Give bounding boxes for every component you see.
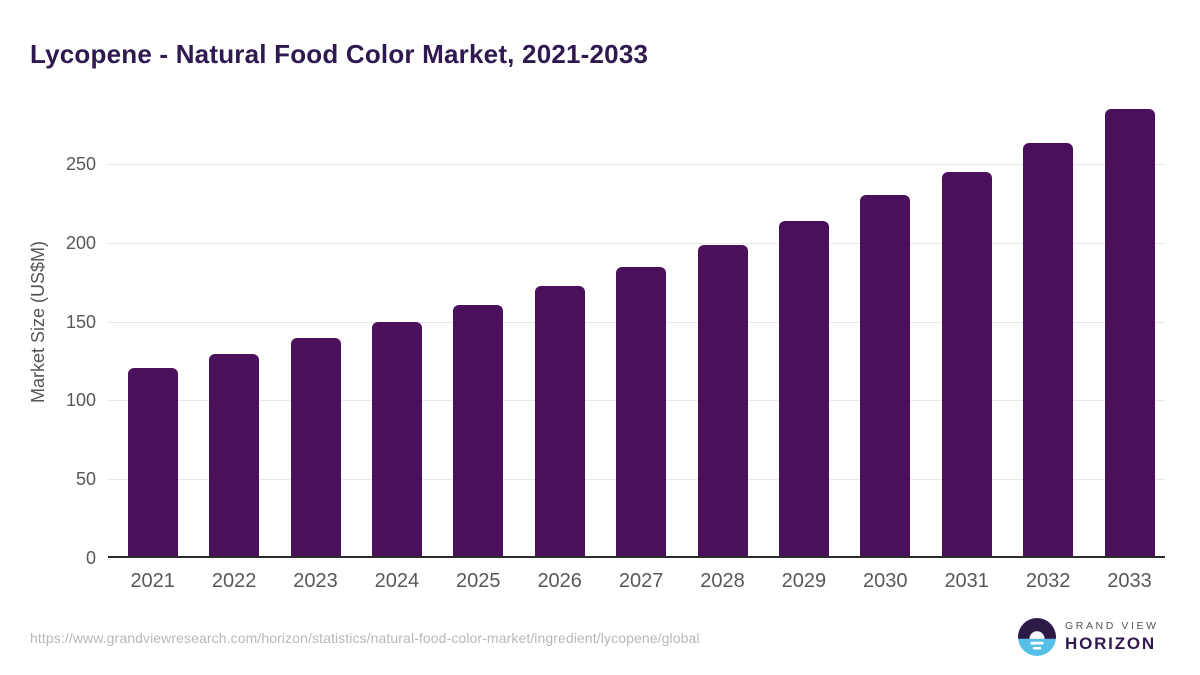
horizon-sun-over-water-icon — [1018, 618, 1056, 656]
y-tick-label-0: 0 — [85, 548, 96, 568]
bar-2025 — [453, 305, 504, 557]
bar-2032 — [1023, 143, 1074, 557]
x-tick-label-2030: 2030 — [863, 570, 908, 592]
x-axis-line — [108, 556, 1165, 558]
bar-2023 — [290, 338, 341, 557]
logo-brand-name: GRAND VIEW — [1065, 620, 1159, 632]
logo-product-name: HORIZON — [1065, 634, 1156, 653]
bar-2030 — [860, 195, 911, 557]
bar-2022 — [209, 354, 260, 557]
y-tick-label-150: 150 — [65, 311, 96, 332]
x-tick-label-2028: 2028 — [700, 570, 745, 592]
x-tick-label-2031: 2031 — [944, 570, 989, 592]
logo-wordmark: GRAND VIEW HORIZON — [1065, 620, 1159, 654]
bar-2027 — [616, 267, 667, 557]
x-tick-label-2026: 2026 — [537, 570, 582, 592]
x-tick-label-2029: 2029 — [781, 570, 827, 592]
y-tick-label-100: 100 — [65, 390, 96, 411]
x-tick-label-2033: 2033 — [1107, 570, 1152, 592]
x-tick-label-2024: 2024 — [374, 570, 420, 592]
bar-2028 — [697, 245, 748, 557]
x-tick-label-2023: 2023 — [293, 570, 338, 592]
bar-2024 — [371, 322, 422, 557]
grandview-horizon-logo: GRAND VIEW HORIZON — [1018, 618, 1159, 656]
x-tick-label-2025: 2025 — [456, 570, 501, 592]
bar-2026 — [534, 286, 585, 557]
x-tick-label-2032: 2032 — [1025, 570, 1071, 592]
y-tick-label-50: 50 — [75, 469, 96, 490]
bar-2031 — [941, 172, 992, 557]
y-tick-label-200: 200 — [65, 232, 96, 253]
gridline-250 — [108, 164, 1165, 165]
gridline-200 — [108, 242, 1165, 244]
bar-2029 — [778, 221, 829, 557]
bar-2033 — [1104, 109, 1155, 557]
bar-2021 — [127, 368, 178, 557]
chart-title: Lycopene - Natural Food Color Market, 20… — [30, 39, 649, 70]
x-tick-label-2022: 2022 — [211, 570, 257, 592]
source-url: https://www.grandviewresearch.com/horizo… — [30, 630, 700, 646]
y-tick-label-250: 250 — [65, 154, 96, 174]
x-tick-label-2027: 2027 — [618, 570, 664, 592]
x-tick-label-2021: 2021 — [130, 570, 175, 592]
